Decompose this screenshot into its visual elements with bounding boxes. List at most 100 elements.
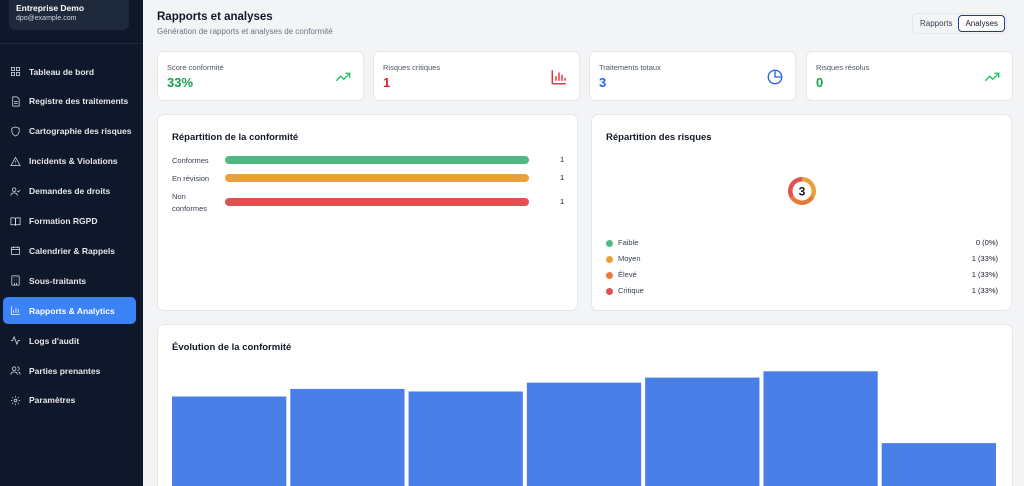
sidebar-item-label: Paramètres (29, 395, 76, 406)
compliance-bar-track (225, 174, 529, 182)
sidebar-item-label: Sous-traitants (29, 275, 87, 286)
trending-up-icon (334, 68, 352, 86)
view-toggle: Rapports Analyses (912, 13, 1007, 34)
bar-chart-icon (550, 68, 568, 86)
organization-switcher[interactable]: Entreprise Demo dpo@example.com (9, 0, 129, 30)
legend-dot (606, 272, 613, 279)
compliance-bar-non-conformes (225, 198, 529, 206)
risk-donut-chart: 3 (788, 177, 816, 205)
legend-label: Critique (618, 286, 644, 295)
sidebar-item-formation-rgpd[interactable]: Formation RGPD (3, 208, 136, 235)
legend-dot (606, 256, 613, 263)
compliance-label-non-conformes: Non conformes (172, 192, 208, 213)
compliance-bar-track (225, 156, 529, 164)
sidebar-item-label: Registre des traitements (29, 96, 129, 107)
evolution-bar[interactable] (408, 391, 523, 486)
legend-row-moyen: Moyen 1 (33%) (606, 254, 998, 266)
compliance-count: 1 (560, 173, 565, 182)
sidebar-item-parametres[interactable]: Paramètres (3, 387, 136, 414)
compliance-evolution-chart (172, 371, 996, 486)
legend-row-eleve: Élevé 1 (33%) (606, 270, 998, 282)
stat-label: Risques critiques (383, 63, 441, 72)
stat-label: Score conformité (167, 63, 224, 72)
legend-row-faible: Faible 0 (0%) (606, 238, 998, 250)
bar-chart-icon (11, 306, 20, 316)
sidebar-item-demandes-de-droits[interactable]: Demandes de droits (3, 178, 136, 205)
panel-title: Évolution de la conformité (172, 342, 292, 353)
stat-value: 1 (383, 75, 391, 90)
sidebar-item-label: Demandes de droits (29, 186, 111, 197)
legend-value: 1 (33%) (971, 270, 998, 279)
calendar-icon (11, 246, 20, 256)
evolution-bar[interactable] (526, 382, 642, 486)
compliance-bar-track (225, 198, 529, 206)
risk-distribution-panel: Répartition des risques 3 Faible 0 (0%) … (591, 114, 1012, 311)
stat-card-total-processing: Traitements totaux 3 (589, 51, 796, 101)
sidebar-item-rapports-analytics[interactable]: Rapports & Analytics (3, 297, 136, 325)
compliance-evolution-panel: Évolution de la conformité (157, 324, 1013, 486)
activity-icon (10, 335, 21, 346)
legend-dot (606, 240, 613, 247)
organization-name: Entreprise Demo (16, 3, 85, 13)
legend-label: Faible (618, 238, 639, 247)
legend-label: Élevé (618, 270, 637, 279)
compliance-distribution-panel: Répartition de la conformité Conformes 1… (157, 114, 578, 311)
stat-card-critical-risks: Risques critiques 1 (373, 51, 580, 101)
compliance-count: 1 (560, 155, 565, 164)
evolution-bar[interactable] (172, 396, 287, 486)
compliance-label-revision: En révision (172, 174, 210, 183)
trending-up-icon (983, 68, 1001, 86)
sidebar-item-label: Parties prenantes (29, 365, 101, 376)
stat-card-resolved-risks: Risques résolus 0 (806, 51, 1013, 101)
page-title: Rapports et analyses (157, 11, 273, 23)
sidebar-item-logs-d-audit[interactable]: Logs d'audit (3, 327, 136, 354)
panel-title: Répartition des risques (606, 132, 712, 143)
warning-icon (10, 156, 21, 166)
users-icon (10, 366, 21, 375)
evolution-bar[interactable] (645, 377, 760, 486)
gear-icon (10, 395, 21, 405)
sidebar-divider (0, 43, 143, 44)
sidebar-item-label: Formation RGPD (29, 216, 98, 226)
sidebar-item-parties-prenantes[interactable]: Parties prenantes (3, 357, 136, 384)
tab-rapports[interactable]: Rapports (920, 19, 953, 28)
stat-value: 33% (167, 75, 194, 90)
legend-label: Moyen (618, 254, 641, 263)
evolution-bar[interactable] (881, 443, 996, 486)
sidebar-item-incidents-violations[interactable]: Incidents & Violations (3, 148, 136, 175)
evolution-bar[interactable] (763, 371, 878, 486)
legend-value: 1 (33%) (971, 286, 998, 295)
sidebar-item-cartographie-des-risques[interactable]: Cartographie des risques (3, 118, 136, 145)
document-icon (12, 96, 20, 107)
organization-email: dpo@example.com (16, 15, 77, 22)
stat-label: Risques résolus (816, 63, 870, 72)
stat-card-score: Score conformité 33% (157, 51, 364, 101)
sidebar: Entreprise Demo dpo@example.com Tableau … (0, 0, 143, 486)
legend-value: 1 (33%) (971, 254, 998, 263)
stat-value: 3 (599, 75, 607, 90)
sidebar-item-label: Tableau de bord (29, 66, 95, 77)
sidebar-item-registre-des-traitements[interactable]: Registre des traitements (3, 88, 136, 115)
page-subtitle: Génération de rapports et analyses de co… (157, 27, 333, 36)
sidebar-item-calendrier-rappels[interactable]: Calendrier & Rappels (3, 237, 136, 264)
compliance-bar-revision (225, 174, 529, 182)
panel-title: Répartition de la conformité (172, 132, 299, 143)
sidebar-item-label: Calendrier & Rappels (29, 245, 115, 256)
legend-dot (606, 288, 613, 295)
evolution-bar[interactable] (290, 388, 405, 486)
stat-label: Traitements totaux (599, 63, 661, 72)
tab-analyses[interactable]: Analyses (958, 15, 1005, 32)
compliance-bar-conformes (225, 156, 529, 164)
sidebar-item-label: Incidents & Violations (29, 156, 118, 167)
sidebar-item-sous-traitants[interactable]: Sous-traitants (3, 267, 136, 294)
sidebar-item-tableau-de-bord[interactable]: Tableau de bord (3, 58, 136, 85)
legend-value: 0 (0%) (975, 238, 998, 247)
sidebar-item-label: Rapports & Analytics (29, 305, 115, 316)
legend-row-critique: Critique 1 (33%) (606, 286, 998, 298)
shield-icon (11, 126, 20, 137)
sidebar-item-label: Cartographie des risques (29, 126, 132, 137)
pie-chart-icon (766, 68, 784, 86)
compliance-count: 1 (560, 197, 565, 206)
grid-icon (11, 67, 20, 76)
sidebar-item-label: Logs d'audit (29, 335, 80, 346)
